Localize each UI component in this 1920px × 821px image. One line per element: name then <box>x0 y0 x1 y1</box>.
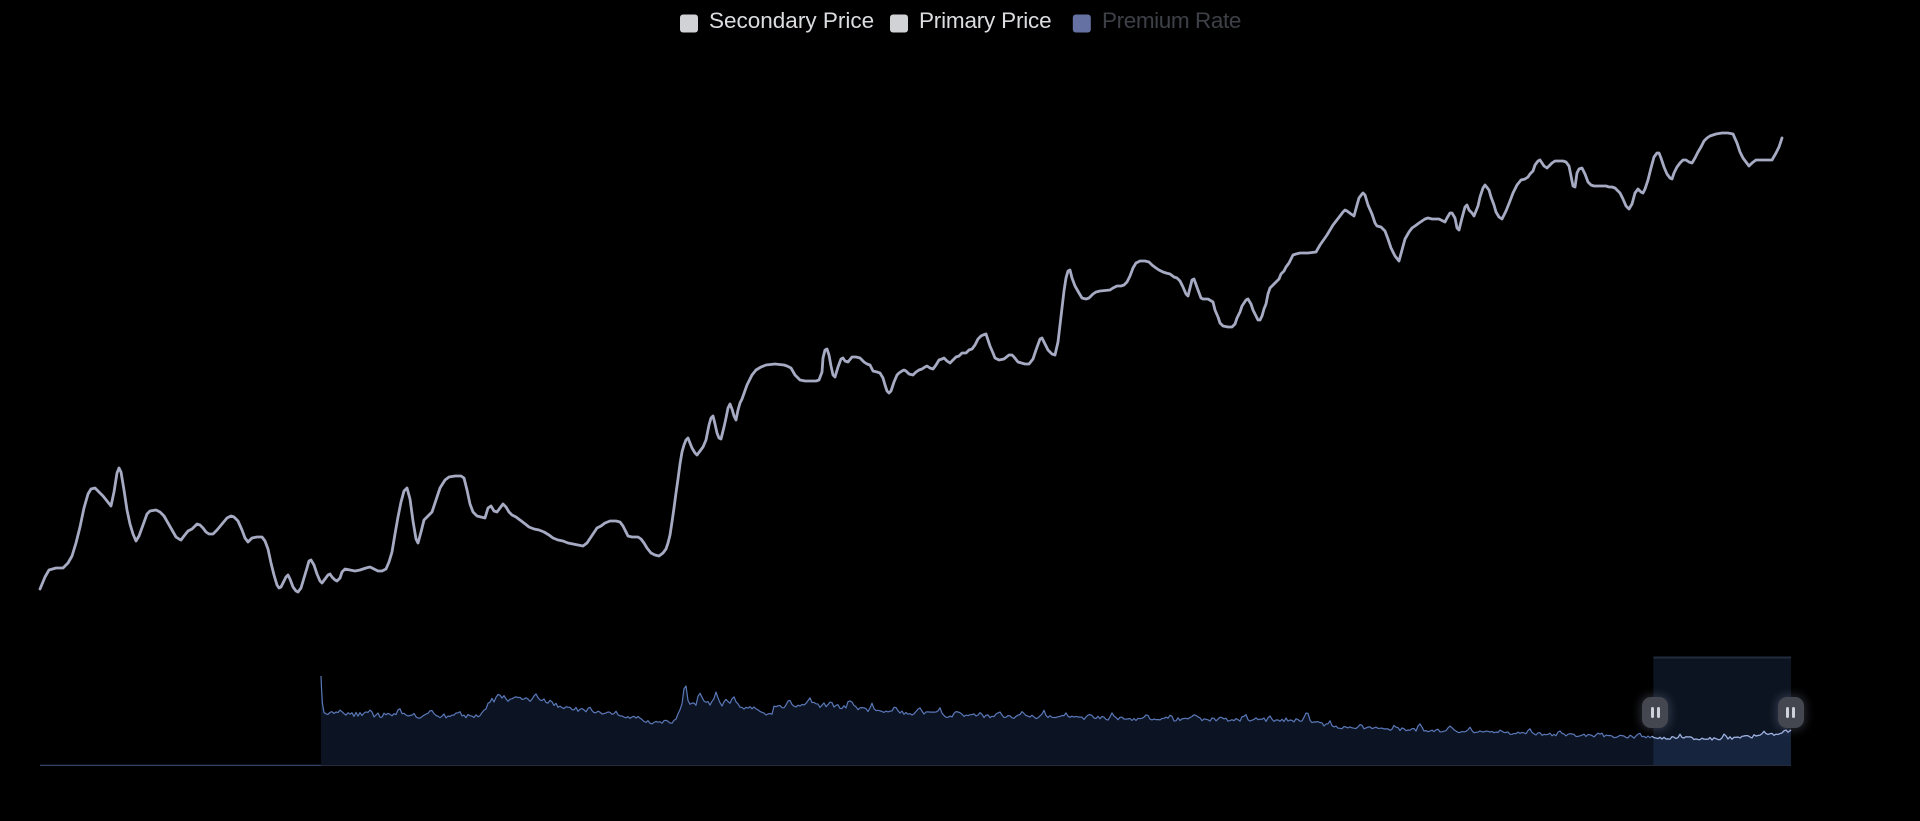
svg-text:Premium Rate: Premium Rate <box>1102 8 1241 33</box>
svg-text:Primary Price: Primary Price <box>919 8 1051 33</box>
svg-text:Secondary Price: Secondary Price <box>709 8 874 33</box>
